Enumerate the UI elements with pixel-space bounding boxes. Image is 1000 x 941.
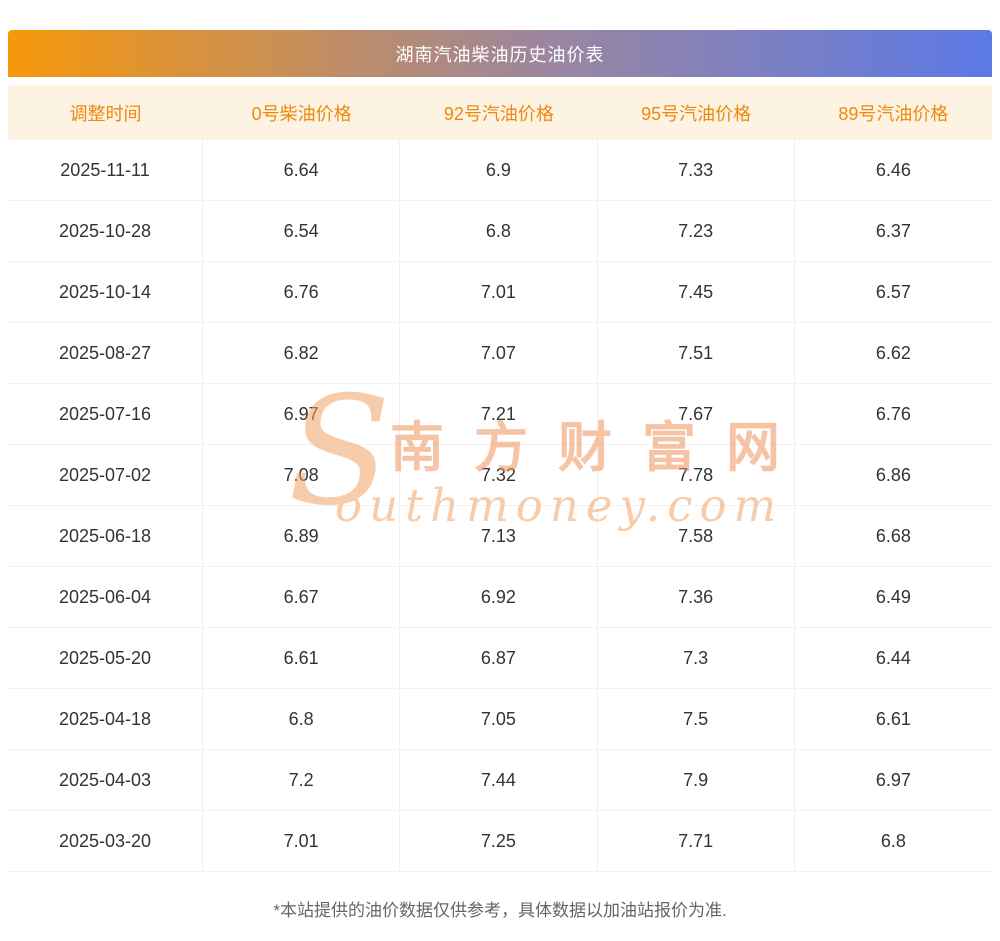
date-cell: 2025-10-14 (8, 262, 203, 322)
table-row: 2025-08-27 6.82 7.07 7.51 6.62 (8, 323, 992, 384)
price-cell: 7.13 (400, 506, 598, 566)
price-cell: 7.01 (203, 811, 401, 871)
price-cell: 6.54 (203, 201, 401, 261)
price-cell: 7.9 (598, 750, 795, 810)
price-cell: 6.37 (875, 220, 911, 241)
price-cell: 6.8 (400, 201, 598, 261)
table-header-row: 调整时间 0号柴油价格 92号汽油价格 95号汽油价格 89号汽油价格 (8, 85, 992, 140)
price-cell: 7.32 (400, 445, 598, 505)
price-cell: 6.8 (880, 830, 906, 851)
price-cell: 6.76 (203, 262, 401, 322)
price-cell: 7.67 (598, 384, 795, 444)
price-cell: 6.87 (400, 628, 598, 688)
date-cell: 2025-03-20 (8, 811, 203, 871)
price-cell: 6.82 (203, 323, 401, 383)
price-cell: 6.97 (875, 769, 911, 790)
price-cell: 6.57 (875, 281, 911, 302)
column-header-1: 0号柴油价格 (251, 103, 352, 124)
price-cell: 7.21 (400, 384, 598, 444)
table-row: 2025-07-16 6.97 7.21 7.67 6.76 (8, 384, 992, 445)
price-cell: 7.25 (400, 811, 598, 871)
price-cell: 6.61 (875, 708, 911, 729)
column-header-0: 调整时间 (69, 103, 142, 124)
table-row: 2025-05-20 6.61 6.87 7.3 6.44 (8, 628, 992, 689)
date-cell: 2025-10-28 (8, 201, 203, 261)
price-cell: 7.36 (598, 567, 795, 627)
table-row: 2025-04-18 6.8 7.05 7.5 6.61 (8, 689, 992, 750)
date-cell: 2025-04-03 (8, 750, 203, 810)
disclaimer-note: *本站提供的油价数据仅供参考，具体数据以加油站报价为准. (273, 901, 727, 920)
price-cell: 6.97 (203, 384, 401, 444)
table-row: 2025-07-02 7.08 7.32 7.78 6.86 (8, 445, 992, 506)
table-row: 2025-06-18 6.89 7.13 7.58 6.68 (8, 506, 992, 567)
price-cell: 7.08 (203, 445, 401, 505)
table-title-bar: 湖南汽油柴油历史油价表 (8, 30, 992, 77)
table-row: 2025-11-11 6.64 6.9 7.33 6.46 (8, 140, 992, 201)
table-row: 2025-06-04 6.67 6.92 7.36 6.49 (8, 567, 992, 628)
column-header-4: 89号汽油价格 (838, 103, 949, 124)
table-row: 2025-04-03 7.2 7.44 7.9 6.97 (8, 750, 992, 811)
price-cell: 7.58 (598, 506, 795, 566)
price-cell: 6.9 (400, 140, 598, 200)
price-cell: 6.49 (875, 586, 911, 607)
date-cell: 2025-11-11 (8, 140, 203, 200)
price-cell: 7.3 (598, 628, 795, 688)
price-cell: 6.68 (875, 525, 911, 546)
price-cell: 7.01 (400, 262, 598, 322)
price-cell: 6.86 (875, 464, 911, 485)
price-cell: 7.51 (598, 323, 795, 383)
date-cell: 2025-07-16 (8, 384, 203, 444)
date-cell: 2025-05-20 (8, 628, 203, 688)
price-cell: 7.33 (598, 140, 795, 200)
date-cell: 2025-08-27 (8, 323, 203, 383)
price-cell: 7.71 (598, 811, 795, 871)
price-cell: 7.5 (598, 689, 795, 749)
column-header-3: 95号汽油价格 (641, 103, 752, 124)
table-body: 2025-11-11 6.64 6.9 7.33 6.46 2025-10-28 6.54 6… (8, 140, 992, 872)
price-cell: 6.67 (203, 567, 401, 627)
table-row: 2025-03-20 7.01 7.25 7.71 6.8 (8, 811, 992, 872)
table-row: 2025-10-28 6.54 6.8 7.23 6.37 (8, 201, 992, 262)
price-cell: 7.05 (400, 689, 598, 749)
price-cell: 6.62 (875, 342, 911, 363)
price-cell: 6.76 (875, 403, 911, 424)
date-cell: 2025-07-02 (8, 445, 203, 505)
table-row: 2025-10-14 6.76 7.01 7.45 6.57 (8, 262, 992, 323)
price-cell: 7.07 (400, 323, 598, 383)
table-title: 湖南汽油柴油历史油价表 (395, 44, 605, 65)
price-cell: 6.46 (875, 159, 911, 180)
price-cell: 6.89 (203, 506, 401, 566)
price-cell: 7.45 (598, 262, 795, 322)
price-cell: 6.61 (203, 628, 401, 688)
price-cell: 7.23 (598, 201, 795, 261)
date-cell: 2025-04-18 (8, 689, 203, 749)
column-header-2: 92号汽油价格 (443, 103, 554, 124)
price-cell: 6.44 (875, 647, 911, 668)
date-cell: 2025-06-18 (8, 506, 203, 566)
price-cell: 7.44 (400, 750, 598, 810)
price-cell: 6.8 (203, 689, 401, 749)
price-cell: 6.64 (203, 140, 401, 200)
price-cell: 7.2 (203, 750, 401, 810)
price-cell: 6.92 (400, 567, 598, 627)
date-cell: 2025-06-04 (8, 567, 203, 627)
price-cell: 7.78 (598, 445, 795, 505)
